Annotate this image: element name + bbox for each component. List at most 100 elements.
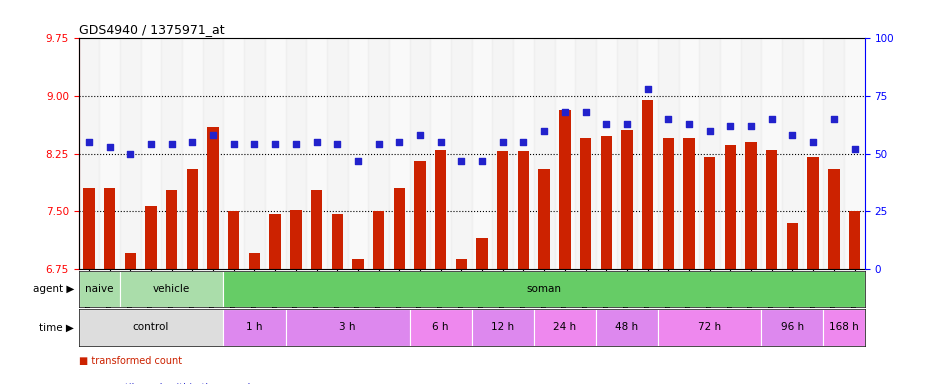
Bar bbox=[311, 190, 322, 269]
Bar bbox=[286, 309, 410, 346]
Text: 1 h: 1 h bbox=[246, 322, 263, 333]
Bar bbox=[622, 130, 633, 269]
Bar bbox=[166, 190, 178, 269]
Point bbox=[227, 141, 241, 147]
Text: 24 h: 24 h bbox=[553, 322, 576, 333]
Bar bbox=[352, 259, 364, 269]
Text: soman: soman bbox=[526, 284, 561, 294]
Bar bbox=[808, 157, 819, 269]
Bar bbox=[265, 38, 286, 269]
Point bbox=[143, 141, 158, 147]
Point bbox=[764, 116, 779, 122]
Bar bbox=[207, 127, 219, 269]
Bar bbox=[845, 38, 865, 269]
Text: ■ percentile rank within the sample: ■ percentile rank within the sample bbox=[79, 383, 256, 384]
Point bbox=[496, 139, 511, 145]
Bar bbox=[104, 188, 116, 269]
Bar bbox=[596, 38, 617, 269]
Bar bbox=[435, 150, 447, 269]
Bar bbox=[187, 169, 198, 269]
Bar bbox=[560, 110, 571, 269]
Text: vehicle: vehicle bbox=[154, 284, 191, 294]
Point bbox=[682, 121, 697, 127]
Bar bbox=[761, 309, 823, 346]
Point bbox=[247, 141, 262, 147]
Point bbox=[660, 116, 675, 122]
Point bbox=[702, 127, 717, 134]
Bar bbox=[534, 38, 554, 269]
Bar bbox=[637, 38, 658, 269]
Bar bbox=[828, 169, 840, 269]
Bar bbox=[348, 38, 368, 269]
Bar bbox=[617, 38, 637, 269]
Bar bbox=[224, 38, 244, 269]
Bar bbox=[414, 161, 426, 269]
Bar bbox=[803, 38, 823, 269]
Bar bbox=[658, 38, 679, 269]
Point bbox=[620, 121, 635, 127]
Bar bbox=[145, 206, 156, 269]
Bar bbox=[472, 309, 534, 346]
Bar bbox=[249, 253, 260, 269]
Point bbox=[558, 109, 573, 115]
Point bbox=[847, 146, 862, 152]
Point bbox=[744, 123, 758, 129]
Text: 72 h: 72 h bbox=[698, 322, 722, 333]
Bar bbox=[476, 238, 487, 269]
Bar bbox=[766, 150, 777, 269]
Bar bbox=[161, 38, 182, 269]
Bar bbox=[720, 38, 741, 269]
Bar bbox=[373, 211, 384, 269]
Point bbox=[723, 123, 738, 129]
Bar bbox=[286, 38, 306, 269]
Bar bbox=[580, 138, 591, 269]
Point bbox=[433, 139, 448, 145]
Text: 96 h: 96 h bbox=[781, 322, 804, 333]
Bar bbox=[642, 100, 653, 269]
Bar bbox=[120, 38, 141, 269]
Point bbox=[205, 132, 220, 138]
Point bbox=[123, 151, 138, 157]
Bar bbox=[699, 38, 720, 269]
Point bbox=[392, 139, 407, 145]
Bar bbox=[658, 309, 761, 346]
Bar bbox=[306, 38, 327, 269]
Bar bbox=[290, 210, 302, 269]
Bar bbox=[761, 38, 783, 269]
Bar bbox=[224, 309, 286, 346]
Text: 48 h: 48 h bbox=[615, 322, 638, 333]
Bar bbox=[538, 169, 549, 269]
Point bbox=[598, 121, 613, 127]
Bar bbox=[679, 38, 699, 269]
Bar bbox=[596, 309, 658, 346]
Bar bbox=[849, 211, 860, 269]
Point bbox=[371, 141, 386, 147]
Bar bbox=[823, 38, 845, 269]
Bar bbox=[79, 38, 99, 269]
Point bbox=[330, 141, 345, 147]
Bar bbox=[704, 157, 715, 269]
Text: 168 h: 168 h bbox=[830, 322, 859, 333]
Text: 6 h: 6 h bbox=[433, 322, 449, 333]
Point bbox=[165, 141, 179, 147]
Bar bbox=[228, 211, 240, 269]
Bar bbox=[823, 309, 865, 346]
Bar bbox=[244, 38, 265, 269]
Point bbox=[475, 157, 489, 164]
Text: 12 h: 12 h bbox=[491, 322, 514, 333]
Bar bbox=[368, 38, 389, 269]
Bar bbox=[684, 138, 695, 269]
Bar bbox=[141, 38, 161, 269]
Text: time ▶: time ▶ bbox=[39, 322, 74, 333]
Point bbox=[826, 116, 841, 122]
Bar bbox=[410, 38, 430, 269]
Text: agent ▶: agent ▶ bbox=[32, 284, 74, 294]
Bar bbox=[456, 259, 467, 269]
Point bbox=[309, 139, 324, 145]
Bar bbox=[783, 38, 803, 269]
Bar bbox=[554, 38, 575, 269]
Text: naive: naive bbox=[85, 284, 114, 294]
Bar bbox=[327, 38, 348, 269]
Text: GDS4940 / 1375971_at: GDS4940 / 1375971_at bbox=[79, 23, 224, 36]
Bar bbox=[120, 271, 224, 307]
